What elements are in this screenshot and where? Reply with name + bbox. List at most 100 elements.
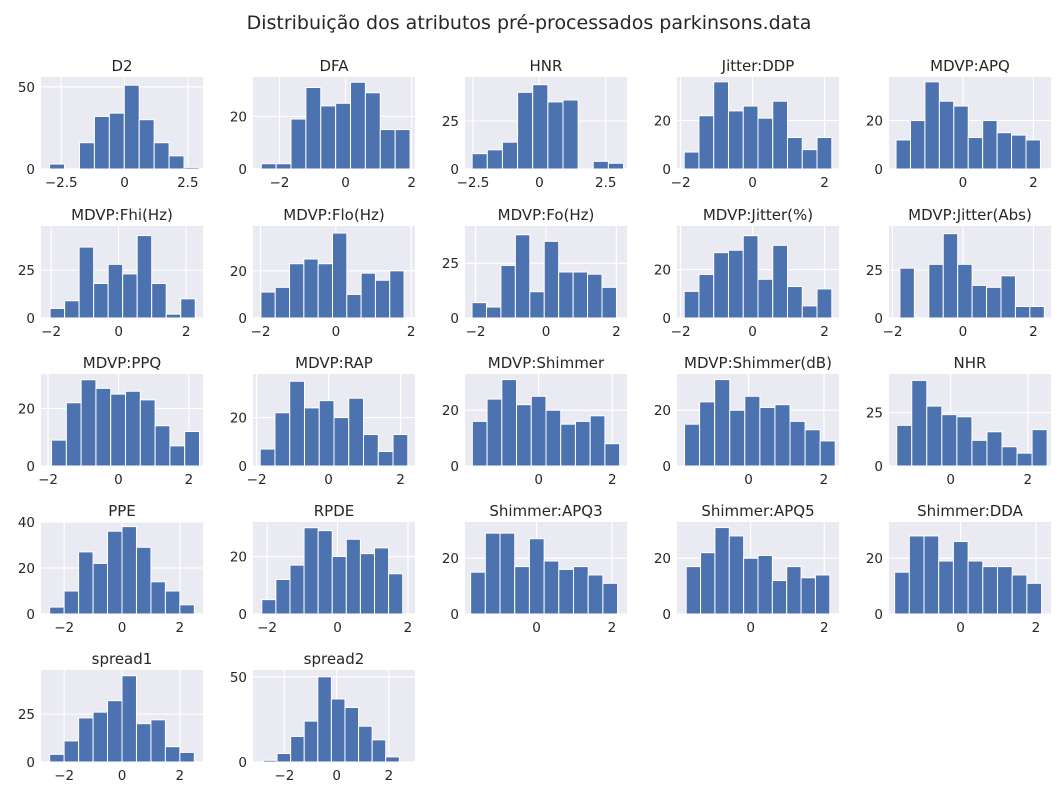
- histogram-bar: [700, 552, 716, 615]
- x-tick-label: 2: [820, 620, 829, 636]
- histogram-bar: [742, 105, 759, 170]
- x-tick-label: 2: [612, 324, 621, 340]
- histogram-bar: [801, 305, 818, 319]
- x-tick-label: 0: [534, 472, 543, 488]
- histogram-bar: [360, 272, 376, 319]
- histogram-bar: [771, 580, 788, 615]
- histogram-bar: [986, 431, 1003, 467]
- histogram-bar: [63, 740, 80, 763]
- subplot-title: MDVP:Fo(Hz): [498, 206, 595, 224]
- histogram-bar: [683, 290, 700, 319]
- y-tick-label: 0: [874, 607, 883, 623]
- histogram-bar: [138, 119, 155, 170]
- histogram-bar: [135, 723, 152, 763]
- x-tick-label: 2.5: [177, 175, 198, 191]
- y-tick-label: 0: [26, 162, 35, 178]
- histogram-bar: [819, 440, 836, 467]
- subplot-title: MDVP:Shimmer(dB): [684, 354, 832, 372]
- histogram-bar: [136, 235, 153, 319]
- histogram-bar: [684, 423, 701, 467]
- histogram-bar: [260, 163, 277, 170]
- histogram-bar: [800, 577, 816, 615]
- histogram-bar: [305, 87, 322, 170]
- histogram-bar: [757, 554, 773, 615]
- histogram-bar: [899, 267, 915, 319]
- histogram-bar: [957, 263, 973, 319]
- x-tick-label: −2: [466, 324, 486, 340]
- y-tick-label: 0: [26, 607, 35, 623]
- x-tick-label: −2: [38, 472, 58, 488]
- subplot-title: PPE: [108, 502, 136, 520]
- histogram-bar: [110, 393, 127, 467]
- y-tick-label: 25: [866, 406, 883, 422]
- histogram-bar: [259, 448, 276, 467]
- histogram-bar: [317, 530, 333, 615]
- histogram-bar: [728, 535, 745, 615]
- x-tick-label: 0: [120, 175, 129, 191]
- y-tick-label: 0: [26, 755, 35, 771]
- x-tick-label: 0: [118, 768, 127, 784]
- histogram-bar: [801, 149, 818, 170]
- histogram-bar: [486, 398, 503, 467]
- histogram-bar: [275, 163, 292, 170]
- histogram-bar: [49, 753, 65, 763]
- histogram-bar: [330, 698, 346, 763]
- histogram-bar: [262, 759, 278, 763]
- histogram-bar: [926, 405, 943, 467]
- histogram-bar: [1011, 134, 1027, 170]
- histogram-bar: [543, 560, 560, 615]
- histogram-bar: [713, 252, 729, 319]
- histogram-bar: [908, 535, 925, 615]
- histogram-bar: [260, 291, 276, 319]
- histogram-bar: [789, 420, 806, 467]
- histogram-bar: [179, 604, 195, 615]
- histogram-panel: spread1 −2 0 2 0 25: [18, 650, 203, 784]
- y-tick-label: 20: [442, 403, 459, 419]
- x-tick-label: 2: [396, 472, 405, 488]
- y-tick-label: 20: [654, 403, 671, 419]
- histogram-bar: [543, 240, 560, 319]
- subplot-title: spread1: [92, 650, 153, 668]
- x-tick-label: 2: [1029, 175, 1038, 191]
- y-tick-label: 0: [874, 311, 883, 327]
- y-tick-label: 20: [18, 402, 35, 418]
- x-tick-label: 2: [176, 620, 185, 636]
- histogram-bar: [346, 293, 362, 319]
- y-tick-label: 25: [18, 263, 35, 279]
- histogram-bar: [997, 566, 1013, 615]
- x-tick-label: 2: [404, 620, 413, 636]
- y-tick-label: 50: [18, 80, 35, 96]
- histogram-bar: [517, 91, 534, 170]
- histogram-bar: [344, 706, 360, 763]
- histogram-bar: [532, 84, 549, 170]
- histogram-bar: [290, 735, 305, 763]
- histogram-bar: [1000, 275, 1016, 319]
- histogram-bar: [514, 566, 530, 615]
- y-tick-label: 0: [662, 459, 671, 475]
- y-tick-label: 0: [26, 459, 35, 475]
- histogram-bar: [572, 271, 589, 319]
- histogram-panel: spread2 −2 0 2 0 50: [230, 650, 415, 784]
- x-tick-label: 2: [1024, 472, 1033, 488]
- histogram-bar: [486, 149, 503, 170]
- histogram-bar: [592, 160, 609, 170]
- histogram-bar: [1011, 574, 1028, 615]
- histogram-bar: [92, 711, 109, 763]
- subplot-title: MDVP:Jitter(%): [703, 206, 813, 224]
- y-tick-label: 0: [238, 755, 247, 771]
- histogram-bar: [911, 379, 928, 467]
- x-tick-label: −2: [671, 175, 691, 191]
- histogram-bar: [589, 415, 606, 467]
- x-tick-label: 0: [959, 175, 968, 191]
- y-tick-label: 20: [866, 551, 883, 567]
- histogram-bar: [49, 606, 65, 615]
- histogram-bar: [64, 300, 80, 319]
- x-tick-label: −2.5: [457, 175, 490, 191]
- histogram-bar: [51, 439, 67, 467]
